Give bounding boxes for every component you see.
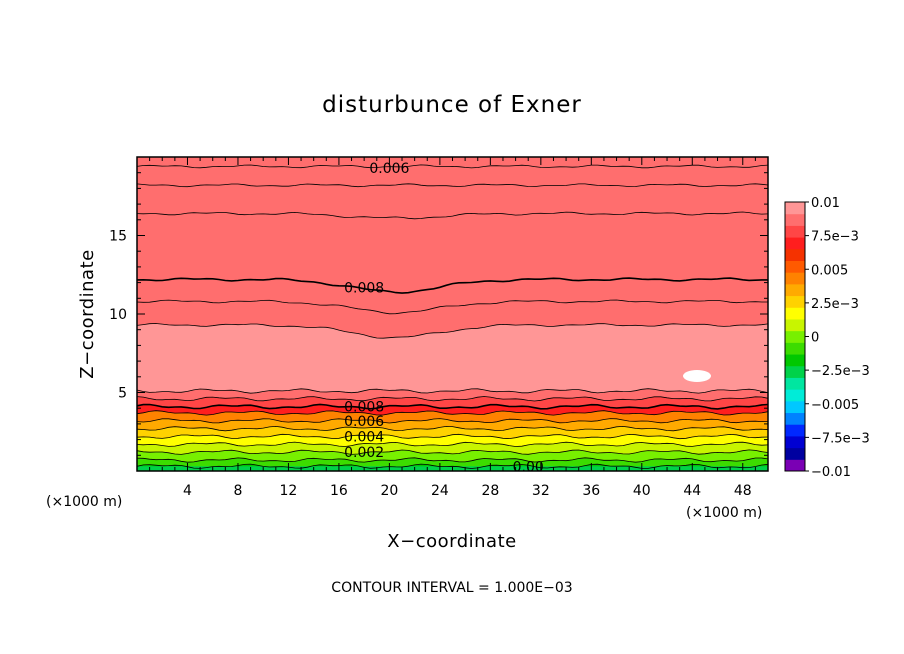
colorbar-swatch xyxy=(785,307,805,320)
x-unit-label: (×1000 m) xyxy=(686,505,762,521)
colorbar-swatch xyxy=(785,389,805,402)
contour-line xyxy=(136,449,769,455)
x-tick-label: 36 xyxy=(582,483,600,499)
colorbar-tick-label: −7.5e−3 xyxy=(811,431,870,446)
colorbar-tick-label: −2.5e−3 xyxy=(811,364,870,379)
contour-label: 0.006 xyxy=(344,414,384,430)
y-tick-label: 15 xyxy=(109,229,127,245)
x-tick-label: 24 xyxy=(431,483,449,499)
colorbar-swatch xyxy=(785,435,805,449)
contour-label: 0.004 xyxy=(344,429,384,445)
colorbar: 0.01 7.5e−3 0.005 2.5e−3 0 −2.5e−3 −0.005 −7.5e… xyxy=(784,196,870,480)
colorbar-swatch xyxy=(785,447,805,460)
x-tick-label: 4 xyxy=(183,483,192,499)
colorbar-swatch xyxy=(785,459,805,472)
colorbar-swatch xyxy=(785,237,805,250)
contour-line xyxy=(136,441,769,447)
contour-line xyxy=(136,457,769,463)
x-tick-label: 28 xyxy=(481,483,499,499)
contour-line xyxy=(136,396,769,402)
contour-line xyxy=(136,323,769,339)
colorbar-swatch xyxy=(785,412,805,425)
colorbar-swatch xyxy=(785,272,805,285)
colorbar-tick-label: −0.005 xyxy=(811,398,859,413)
colorbar-swatch xyxy=(785,400,805,414)
contour-interval-note: CONTOUR INTERVAL = 1.000E−03 xyxy=(331,580,572,596)
colorbar-swatch xyxy=(785,213,805,226)
x-tick-label: 16 xyxy=(330,483,348,499)
colorbar-tick-label: 7.5e−3 xyxy=(811,230,859,245)
max-blob xyxy=(683,370,711,382)
contour-lines xyxy=(136,164,769,469)
contour-line xyxy=(136,418,769,424)
y-unit-label: (×1000 m) xyxy=(46,494,122,510)
colorbar-swatch xyxy=(785,202,805,215)
colorbar-swatch xyxy=(785,295,805,308)
axis-ticks xyxy=(137,157,768,471)
colorbar-swatch xyxy=(785,283,805,297)
contour-line xyxy=(136,211,769,220)
contour-bands xyxy=(137,157,768,471)
contour-line xyxy=(136,183,769,188)
x-tick-label: 8 xyxy=(233,483,242,499)
colorbar-tick-label: 2.5e−3 xyxy=(811,297,859,312)
colorbar-swatch xyxy=(785,377,805,390)
colorbar-tick-label: −0.01 xyxy=(811,465,851,480)
colorbar-swatch xyxy=(785,342,805,355)
x-axis-label: X−coordinate xyxy=(387,531,516,552)
contour-line xyxy=(136,299,768,315)
colorbar-swatch xyxy=(785,225,805,238)
contour-line xyxy=(136,403,769,410)
contour-line xyxy=(136,425,769,432)
contour-line xyxy=(136,277,768,294)
contour-line xyxy=(136,388,769,394)
colorbar-swatch xyxy=(785,365,805,378)
colorbar-swatch xyxy=(785,260,805,273)
x-tick-label: 40 xyxy=(633,483,651,499)
contour-label: 0.008 xyxy=(344,280,384,296)
x-tick-labels: 4 8 12 16 20 24 28 32 36 40 44 48 xyxy=(183,483,752,499)
contour-line xyxy=(136,164,769,169)
chart-title: disturbunce of Exner xyxy=(322,92,582,118)
contour-line xyxy=(136,463,769,469)
x-tick-label: 44 xyxy=(683,483,701,499)
contour-line xyxy=(136,410,769,416)
contour-label: 0.006 xyxy=(369,161,409,177)
colorbar-swatch xyxy=(785,248,805,261)
y-tick-labels: 5 10 15 xyxy=(109,229,127,402)
contour-band xyxy=(137,157,768,339)
y-tick-label: 5 xyxy=(118,386,127,402)
colorbar-tick-label: 0.005 xyxy=(811,263,848,278)
x-tick-label: 32 xyxy=(532,483,550,499)
contour-line xyxy=(136,433,769,440)
colorbar-swatch xyxy=(785,424,805,437)
colorbar-tick-label: 0 xyxy=(811,331,819,346)
x-tick-label: 48 xyxy=(734,483,752,499)
colorbar-tick-label: 0.01 xyxy=(811,196,840,211)
colorbar-swatch xyxy=(785,354,805,367)
x-tick-label: 12 xyxy=(280,483,298,499)
contour-label: 0.002 xyxy=(344,445,384,461)
y-tick-label: 10 xyxy=(109,307,127,323)
contour-label: 0.008 xyxy=(344,400,384,416)
colorbar-swatch xyxy=(785,330,805,343)
x-tick-label: 20 xyxy=(380,483,398,499)
y-axis-label: Z−coordinate xyxy=(77,249,98,378)
colorbar-swatch xyxy=(785,318,805,332)
